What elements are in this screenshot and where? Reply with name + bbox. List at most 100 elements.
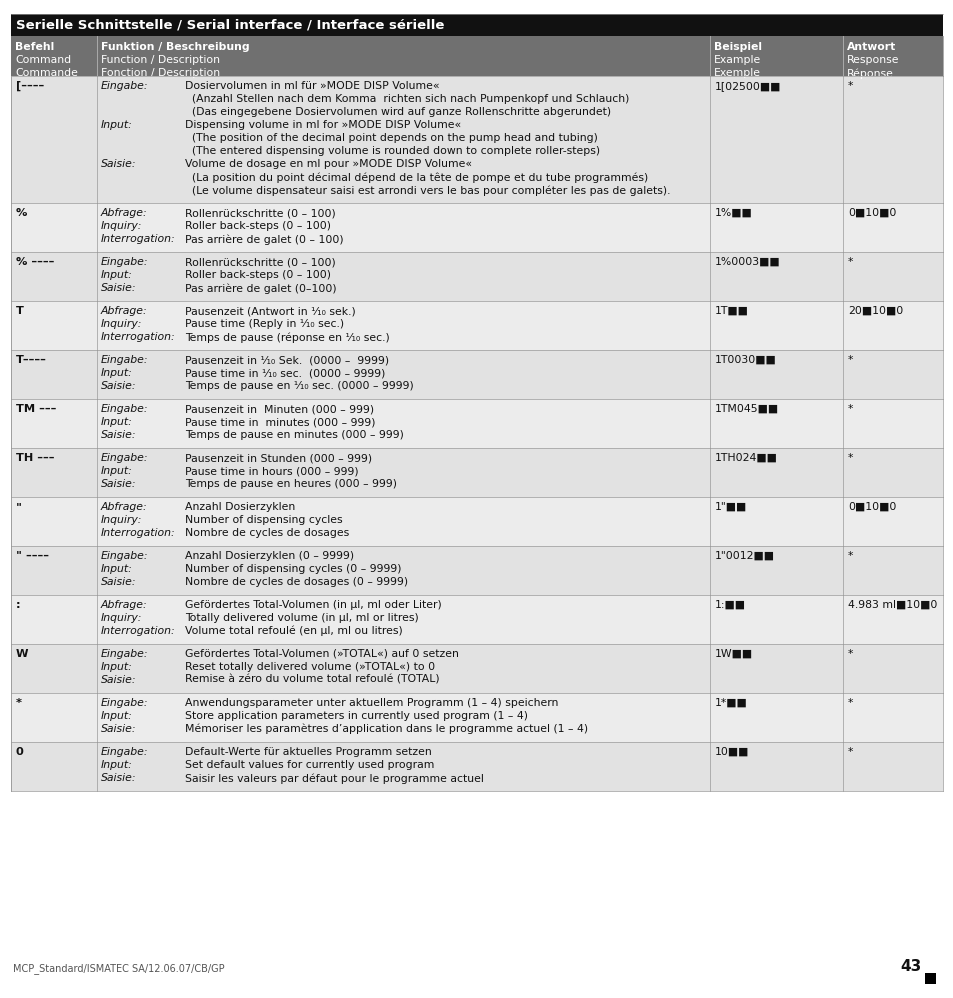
Bar [11,252,942,301]
Text: Exemple: Exemple [713,68,760,78]
Text: Saisie:: Saisie: [101,381,136,391]
Text: Fonction / Description: Fonction / Description [101,68,220,78]
Text: Dispensing volume in ml for »MODE DISP Volume«: Dispensing volume in ml for »MODE DISP V… [185,120,460,130]
Bar [11,203,942,252]
Text: Interrogation:: Interrogation: [101,626,175,636]
Text: Eingabe:: Eingabe: [101,747,149,757]
Text: Pause time in  minutes (000 – 999): Pause time in minutes (000 – 999) [185,417,375,427]
Text: Pausenzeit in ¹⁄₁₀ Sek.  (0000 –  9999): Pausenzeit in ¹⁄₁₀ Sek. (0000 – 9999) [185,355,389,365]
Text: 1"0012■■: 1"0012■■ [714,551,774,561]
Text: Totally delivered volume (in µl, ml or litres): Totally delivered volume (in µl, ml or l… [185,613,418,623]
Text: Inquiry:: Inquiry: [101,515,142,525]
Text: 1T■■: 1T■■ [714,306,748,316]
Text: Saisie:: Saisie: [101,159,136,169]
Text: Commande: Commande [15,68,78,78]
Text: Saisie:: Saisie: [101,430,136,440]
Text: Roller back-steps (0 – 100): Roller back-steps (0 – 100) [185,221,331,231]
Text: MCP_Standard/ISMATEC SA/12.06.07/CB/GP: MCP_Standard/ISMATEC SA/12.06.07/CB/GP [13,963,224,974]
Text: (Das eingegebene Dosiervolumen wird auf ganze Rollenschritte abgerundet): (Das eingegebene Dosiervolumen wird auf … [185,107,611,117]
Text: 1TH024■■: 1TH024■■ [714,453,777,463]
Text: Interrogation:: Interrogation: [101,234,175,244]
Text: Inquiry:: Inquiry: [101,221,142,231]
Text: Abfrage:: Abfrage: [101,502,148,512]
Text: Anzahl Dosierzyklen (0 – 9999): Anzahl Dosierzyklen (0 – 9999) [185,551,354,561]
Text: T: T [16,306,24,316]
Text: 1T0030■■: 1T0030■■ [714,355,776,365]
Text: [––––: [–––– [16,81,44,91]
Text: (The position of the decimal point depends on the pump head and tubing): (The position of the decimal point depen… [185,133,598,143]
Bar [11,76,942,203]
Text: Temps de pause (réponse en ¹⁄₁₀ sec.): Temps de pause (réponse en ¹⁄₁₀ sec.) [185,332,390,342]
Text: *: * [847,453,853,463]
Text: Mémoriser les paramètres d’application dans le programme actuel (1 – 4): Mémoriser les paramètres d’application d… [185,724,587,735]
Text: Abfrage:: Abfrage: [101,600,148,610]
Text: (Le volume dispensateur saisi est arrondi vers le bas pour compléter les pas de : (Le volume dispensateur saisi est arrond… [185,185,670,196]
Text: %: % [16,208,28,218]
Text: 1%0003■■: 1%0003■■ [714,257,780,267]
Text: (Anzahl Stellen nach dem Komma  richten sich nach Pumpenkopf und Schlauch): (Anzahl Stellen nach dem Komma richten s… [185,94,629,104]
Text: Set default values for currently used program: Set default values for currently used pr… [185,760,434,770]
Text: 0■10■0: 0■10■0 [847,208,896,218]
Text: Funktion / Beschreibung: Funktion / Beschreibung [101,42,250,52]
Text: :: : [16,600,21,610]
Text: Input:: Input: [101,564,132,574]
Text: 43: 43 [900,959,921,974]
Text: ": " [16,502,22,512]
Text: Réponse: Réponse [846,68,893,79]
Text: Befehl: Befehl [15,42,54,52]
Bar [11,36,942,76]
Text: Response: Response [846,55,899,65]
Text: Eingabe:: Eingabe: [101,404,149,414]
Text: *: * [847,649,853,659]
Bar [11,693,942,742]
Text: Number of dispensing cycles: Number of dispensing cycles [185,515,342,525]
Bar [11,742,942,791]
Text: Eingabe:: Eingabe: [101,257,149,267]
Bar [11,546,942,595]
Text: Saisie:: Saisie: [101,479,136,489]
Text: Number of dispensing cycles (0 – 9999): Number of dispensing cycles (0 – 9999) [185,564,401,574]
Bar [11,301,942,350]
Text: Input:: Input: [101,417,132,427]
Text: 1W■■: 1W■■ [714,649,752,659]
Text: Saisie:: Saisie: [101,577,136,587]
Text: 10■■: 10■■ [714,747,749,757]
Text: Saisie:: Saisie: [101,724,136,734]
Text: Input:: Input: [101,466,132,476]
Text: Temps de pause en ¹⁄₁₀ sec. (0000 – 9999): Temps de pause en ¹⁄₁₀ sec. (0000 – 9999… [185,381,414,391]
Bar [11,399,942,448]
Text: Input:: Input: [101,760,132,770]
Text: Eingabe:: Eingabe: [101,453,149,463]
Bar [924,973,935,984]
Text: *: * [847,257,853,267]
Text: Anzahl Dosierzyklen: Anzahl Dosierzyklen [185,502,294,512]
Text: Input:: Input: [101,120,132,130]
Text: 0: 0 [16,747,24,757]
Text: W: W [16,649,29,659]
Text: (La position du point décimal dépend de la tête de pompe et du tube programmés): (La position du point décimal dépend de … [185,172,648,183]
Bar [11,595,942,644]
Text: Eingabe:: Eingabe: [101,81,149,91]
Text: Remise à zéro du volume total refoulé (TOTAL): Remise à zéro du volume total refoulé (T… [185,675,439,685]
Text: Dosiervolumen in ml für »MODE DISP Volume«: Dosiervolumen in ml für »MODE DISP Volum… [185,81,439,91]
Text: Eingabe:: Eingabe: [101,355,149,365]
Text: (The entered dispensing volume is rounded down to complete roller-steps): (The entered dispensing volume is rounde… [185,146,599,156]
Text: Nombre de cycles de dosages (0 – 9999): Nombre de cycles de dosages (0 – 9999) [185,577,408,587]
Text: Anwendungsparameter unter aktuellem Programm (1 – 4) speichern: Anwendungsparameter unter aktuellem Prog… [185,698,558,708]
Text: *: * [847,747,853,757]
Text: TH –––: TH ––– [16,453,54,463]
Text: Pause time in hours (000 – 999): Pause time in hours (000 – 999) [185,466,358,476]
Text: 20■10■0: 20■10■0 [847,306,902,316]
Text: Nombre de cycles de dosages: Nombre de cycles de dosages [185,528,349,538]
Bar [11,14,942,36]
Text: 0■10■0: 0■10■0 [847,502,896,512]
Text: Eingabe:: Eingabe: [101,551,149,561]
Text: 1[02500■■: 1[02500■■ [714,81,781,91]
Text: 1TM045■■: 1TM045■■ [714,404,779,414]
Text: Gefördertes Total-Volumen (in µl, ml oder Liter): Gefördertes Total-Volumen (in µl, ml ode… [185,600,441,610]
Text: Saisie:: Saisie: [101,283,136,293]
Text: *: * [16,698,22,708]
Text: Pause time (Reply in ¹⁄₁₀ sec.): Pause time (Reply in ¹⁄₁₀ sec.) [185,319,344,329]
Text: Default-Werte für aktuelles Programm setzen: Default-Werte für aktuelles Programm set… [185,747,432,757]
Text: *: * [847,81,853,91]
